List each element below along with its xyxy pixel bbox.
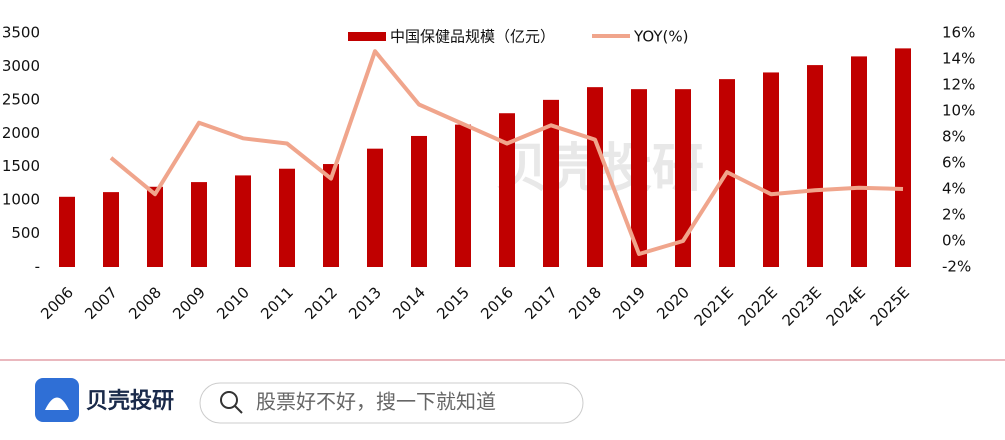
y-tick-label: 1500 [2, 157, 40, 175]
y-tick-label: 1000 [2, 191, 40, 209]
y-tick-label: 500 [11, 224, 40, 242]
bar [851, 56, 867, 268]
bar [411, 135, 427, 267]
bar [895, 48, 911, 268]
bar [147, 186, 163, 267]
y-tick-label: 2500 [2, 90, 40, 108]
legend-label: YOY(%) [633, 28, 688, 46]
bar [763, 72, 779, 268]
y2-tick-label: -2% [942, 258, 971, 276]
y2-tick-label: 10% [942, 102, 975, 120]
line [109, 49, 904, 256]
y2-tick-label: 14% [942, 50, 975, 68]
y2-tick-label: 4% [942, 180, 966, 198]
search-icon-handle [234, 405, 243, 414]
bar [631, 89, 647, 267]
y2-tick-label: 2% [942, 206, 966, 224]
bar [103, 192, 119, 267]
bar [59, 196, 75, 267]
legend-swatch [348, 32, 386, 41]
bar [455, 124, 471, 267]
bar [587, 87, 603, 267]
bar [675, 89, 691, 267]
brand: 贝壳投研 [86, 389, 174, 414]
bar [323, 164, 339, 267]
y-tick-label: - [35, 258, 40, 276]
y-tick-label: 3000 [2, 57, 40, 75]
y2-tick-label: 12% [942, 76, 975, 94]
bar [235, 175, 251, 267]
y2-tick-label: 8% [942, 128, 966, 146]
logo-shape [45, 397, 69, 410]
search-icon [220, 391, 238, 409]
y2-tick-label: 6% [942, 154, 966, 172]
chart: - 500 1000 1500 2000 2500 3000 3500 -2% 0% 2% 4% 6% 8… [2, 24, 976, 330]
bar [807, 65, 823, 267]
y2-tick-label: 0% [942, 232, 966, 250]
search-placeholder: 股票好不好，搜一下就知道 [256, 390, 496, 414]
y2-tick-label: 16% [942, 24, 975, 42]
y-tick-label: 2000 [2, 124, 40, 142]
bar [367, 148, 383, 267]
bar [543, 99, 559, 267]
y-tick-label: 3500 [2, 24, 40, 42]
bar [279, 168, 295, 267]
search-box[interactable] [199, 382, 584, 424]
legend-label: 中国保健品规模（亿元） [390, 28, 555, 46]
bar [191, 182, 207, 267]
bar [499, 113, 515, 267]
